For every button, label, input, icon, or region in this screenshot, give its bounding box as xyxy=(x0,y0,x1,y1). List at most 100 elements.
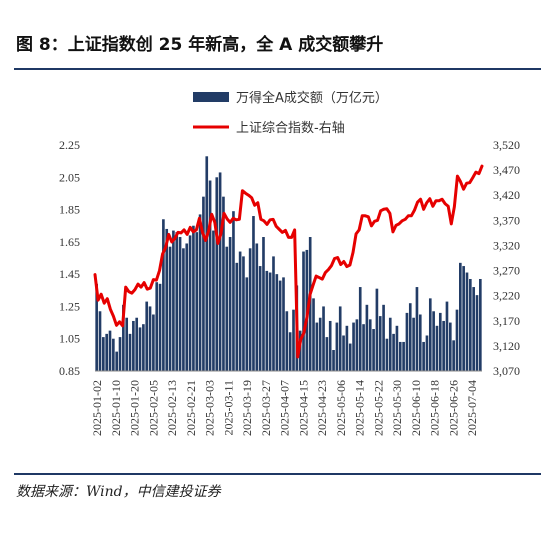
legend: 万得全A成交额（万亿元） 上证综合指数-右轴 xyxy=(193,90,388,136)
volume-bar xyxy=(462,266,465,371)
y-right-tick-label: 3,470 xyxy=(493,163,520,177)
volume-bar xyxy=(102,337,105,371)
footer-rule xyxy=(14,473,541,475)
volume-bar xyxy=(459,262,462,371)
volume-bar xyxy=(232,211,235,371)
volume-bar xyxy=(332,350,335,371)
volume-bar xyxy=(418,314,422,371)
volume-bar xyxy=(175,232,179,371)
volume-bar xyxy=(188,235,192,371)
volume-bar xyxy=(115,351,119,371)
volume-bar xyxy=(375,288,379,371)
x-tick-label: 2025-02-05 xyxy=(146,380,160,436)
volume-bar xyxy=(405,312,409,371)
volume-bar xyxy=(202,196,205,371)
x-tick-label: 2025-05-06 xyxy=(334,380,348,436)
volume-bar xyxy=(352,322,355,371)
legend-line-label: 上证综合指数-右轴 xyxy=(236,121,345,136)
x-tick-label: 2025-03-11 xyxy=(221,380,235,436)
y-left-tick-label: 1.85 xyxy=(59,203,80,217)
volume-bar xyxy=(212,230,215,371)
x-tick-label: 2025-06-10 xyxy=(409,380,423,436)
x-tick-label: 2025-04-15 xyxy=(296,380,310,436)
volume-bar xyxy=(262,237,265,371)
y-right-tick-label: 3,420 xyxy=(493,188,520,202)
x-tick-label: 2025-07-04 xyxy=(465,380,479,436)
volume-bar xyxy=(355,319,359,371)
figure-title: 图 8：上证指数创 25 年新高，全 A 成交额攀升 xyxy=(16,35,384,55)
bar-series-trading-volume xyxy=(95,156,482,371)
y-right-tick-label: 3,070 xyxy=(493,364,520,378)
y-right-tick-label: 3,270 xyxy=(493,264,520,278)
volume-bar xyxy=(475,295,479,371)
y-right-tick-label: 3,370 xyxy=(493,213,520,227)
volume-bar xyxy=(105,333,108,371)
volume-bar xyxy=(469,278,472,371)
volume-bar xyxy=(108,330,112,371)
x-tick-label: 2025-03-27 xyxy=(259,380,273,436)
volume-bar xyxy=(112,338,115,371)
volume-bar xyxy=(422,341,425,371)
volume-bar xyxy=(258,266,262,371)
volume-bar xyxy=(192,225,195,371)
volume-bar xyxy=(438,312,442,371)
y-right-tick-group: 3,520 3,470 3,420 3,370 3,320 3,270 3,220 3,170… xyxy=(493,138,520,378)
volume-bar xyxy=(242,256,245,371)
volume-bar xyxy=(415,287,419,371)
volume-bar xyxy=(315,322,319,371)
volume-bar xyxy=(348,343,352,371)
title-rule xyxy=(14,68,541,70)
y-left-tick-label: 1.25 xyxy=(59,299,80,313)
volume-bar xyxy=(372,329,375,371)
volume-bar xyxy=(448,322,452,371)
volume-bar xyxy=(382,304,385,371)
volume-bar xyxy=(302,251,305,371)
volume-bar xyxy=(365,304,369,371)
volume-bar xyxy=(425,335,429,371)
volume-bar xyxy=(385,338,389,371)
volume-bar xyxy=(135,317,139,371)
volume-bar xyxy=(148,306,152,371)
volume-bar xyxy=(178,237,182,371)
volume-bar xyxy=(268,272,272,371)
x-tick-label: 2025-06-18 xyxy=(428,380,442,436)
volume-bar xyxy=(472,287,475,371)
volume-bar xyxy=(378,316,382,371)
volume-bar xyxy=(388,317,392,371)
volume-bar xyxy=(395,325,399,371)
volume-bar xyxy=(122,304,125,371)
volume-bar xyxy=(158,283,162,371)
x-tick-label: 2025-01-02 xyxy=(90,380,104,436)
x-tick-group: 2025-01-02 2025-01-10 2025-01-20 2025-02-05… xyxy=(90,380,479,436)
x-tick-label: 2025-06-26 xyxy=(446,380,460,436)
volume-bar xyxy=(98,311,102,371)
volume-bar xyxy=(358,287,362,371)
volume-bar xyxy=(118,337,122,371)
volume-bar xyxy=(128,333,132,371)
volume-bar xyxy=(368,319,372,371)
volume-bar xyxy=(445,301,449,371)
y-right-tick-label: 3,520 xyxy=(493,138,520,152)
x-tick-label: 2025-01-20 xyxy=(128,380,142,436)
volume-bar xyxy=(342,335,345,371)
volume-bar xyxy=(145,301,149,371)
volume-bar xyxy=(272,256,275,371)
source-note: 数据来源：Wind，中信建投证券 xyxy=(16,484,221,500)
volume-bar xyxy=(225,246,229,371)
volume-bar xyxy=(432,311,435,371)
y-left-tick-group: 2.25 2.05 1.85 1.65 1.45 1.25 1.05 0.85 xyxy=(59,138,80,378)
volume-bar xyxy=(278,280,282,371)
volume-bar xyxy=(218,172,222,371)
volume-bar xyxy=(235,262,239,371)
y-left-tick-label: 1.05 xyxy=(59,332,80,346)
y-right-tick-label: 3,170 xyxy=(493,314,520,328)
volume-bar xyxy=(155,282,159,371)
volume-bar xyxy=(208,180,212,371)
x-tick-label: 2025-02-13 xyxy=(165,380,179,436)
volume-bar xyxy=(285,311,289,371)
y-left-tick-label: 2.05 xyxy=(59,170,80,184)
volume-bar xyxy=(255,243,259,371)
volume-bar xyxy=(245,277,249,371)
volume-bar xyxy=(312,298,315,371)
y-left-tick-label: 2.25 xyxy=(59,138,80,152)
